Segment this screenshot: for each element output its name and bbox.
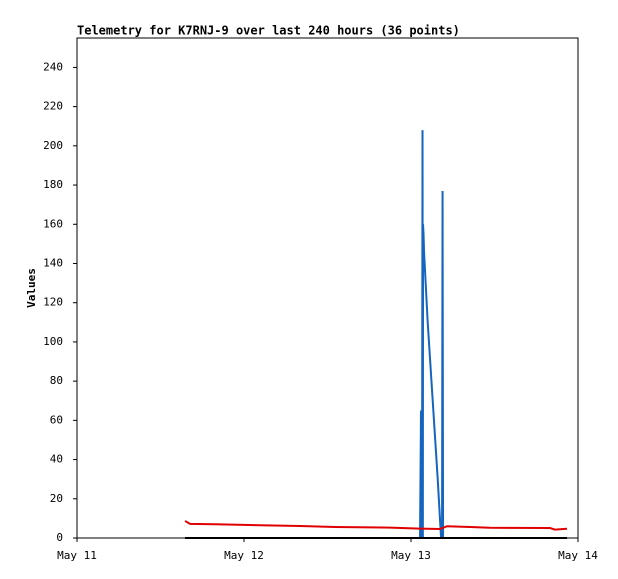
x-tick-label: May 12	[224, 549, 264, 562]
y-tick-label: 100	[43, 335, 63, 348]
y-tick-label: 240	[43, 60, 63, 73]
plot-frame	[76, 37, 579, 539]
y-tick-label: 80	[50, 374, 63, 387]
y-tick-label: 60	[50, 413, 63, 426]
y-tick-label: 40	[50, 453, 63, 466]
y-tick-label: 180	[43, 178, 63, 191]
y-tick-label: 220	[43, 100, 63, 113]
y-tick-label: 200	[43, 139, 63, 152]
y-tick-label: 160	[43, 217, 63, 230]
y-tick-label: 120	[43, 296, 63, 309]
y-tick-label: 20	[50, 492, 63, 505]
series-line	[184, 520, 568, 531]
x-tick-label: May 11	[57, 549, 97, 562]
y-tick-label: 0	[56, 531, 63, 544]
y-axis-label: Values	[25, 268, 38, 308]
y-tick-label: 140	[43, 256, 63, 269]
x-tick-label: May 14	[558, 549, 598, 562]
x-tick-label: May 13	[391, 549, 431, 562]
series-line	[419, 130, 445, 539]
chart-title: Telemetry for K7RNJ-9 over last 240 hour…	[77, 24, 460, 38]
